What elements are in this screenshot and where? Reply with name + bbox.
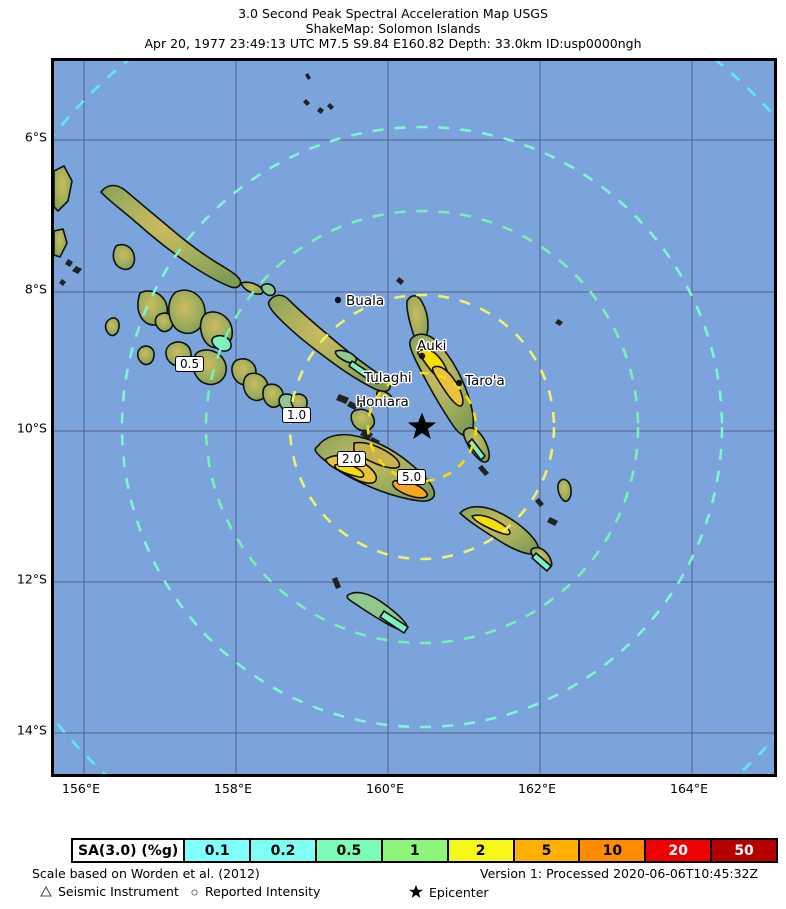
map-footer: Scale based on Worden et al. (2012) Vers…: [0, 866, 786, 902]
x-axis-tick-160e: 160°E: [365, 781, 405, 796]
city-dot-honiara: [358, 400, 366, 408]
legend-measure-label: SA(3.0) (%g): [73, 840, 186, 861]
city-dot-tulaghi: [373, 377, 381, 385]
legend-cell-0-5[interactable]: 0.5: [316, 840, 383, 861]
contour-0.5: [120, 125, 724, 729]
map-title-block: 3.0 Second Peak Spectral Acceleration Ma…: [0, 6, 786, 51]
legend-cell-1[interactable]: 1: [382, 840, 449, 861]
star-icon: [409, 884, 423, 898]
legend-cell-0-1[interactable]: 0.1: [185, 840, 252, 861]
key-seismic-instrument-label: Seismic Instrument: [58, 884, 179, 899]
y-axis-tick-8s: 8°S: [24, 281, 47, 297]
contour-1.0: [204, 209, 640, 645]
y-axis-tick-6s: 6°S: [24, 129, 47, 145]
contour-5.0: [366, 371, 478, 483]
x-axis-tick-162e: 162°E: [517, 781, 557, 796]
contour-2.0: [288, 293, 556, 561]
version-processed-text: Version 1: Processed 2020-06-06T10:45:32…: [480, 866, 759, 881]
contour-label-1-0: 1.0: [282, 407, 312, 423]
city-markers: [334, 296, 463, 408]
legend-cell-5[interactable]: 5: [514, 840, 581, 861]
y-axis-tick-10s: 10°S: [16, 420, 47, 436]
graticule-grid: [54, 61, 774, 774]
city-dot-auki: [418, 352, 426, 360]
title-line-2: ShakeMap: Solomon Islands: [305, 21, 481, 36]
contour-label-5-0: 5.0: [397, 469, 427, 485]
city-label-taroa: Taro'a: [465, 373, 505, 389]
city-label-tulaghi: Tulaghi: [364, 370, 412, 386]
y-axis-tick-14s: 14°S: [16, 722, 47, 738]
intensity-legend-bar[interactable]: SA(3.0) (%g) 0.1 0.2 0.5 1 2 5 10 20 50: [71, 838, 778, 863]
city-label-honiara: Honiara: [356, 394, 409, 410]
x-axis-tick-158e: 158°E: [213, 781, 253, 796]
legend-cell-20[interactable]: 20: [646, 840, 713, 861]
city-dot-taroa: [455, 379, 463, 387]
legend-cell-2[interactable]: 2: [448, 840, 515, 861]
shakemap-map-panel[interactable]: Buala Auki Tulaghi Taro'a Honiara 0.5 1.…: [51, 58, 777, 777]
legend-cell-0-2[interactable]: 0.2: [251, 840, 317, 861]
title-line-3: Apr 20, 1977 23:49:13 UTC M7.5 S9.84 E16…: [144, 36, 642, 51]
key-seismic-instrument: Seismic Instrument: [40, 884, 179, 899]
circle-icon: [191, 889, 198, 896]
key-reported-intensity-label: Reported Intensity: [205, 884, 321, 899]
city-label-buala: Buala: [346, 293, 385, 309]
legend-cell-10[interactable]: 10: [580, 840, 647, 861]
title-line-1: 3.0 Second Peak Spectral Acceleration Ma…: [238, 6, 548, 21]
key-epicenter: Epicenter: [408, 884, 489, 900]
contour-label-0-5: 0.5: [175, 356, 205, 372]
ocean-background: [54, 61, 774, 774]
land-masses: [54, 73, 572, 634]
key-reported-intensity: Reported Intensity: [190, 884, 320, 899]
x-axis-tick-156e: 156°E: [61, 781, 101, 796]
contour-label-2-0: 2.0: [337, 451, 367, 467]
key-epicenter-label: Epicenter: [429, 884, 489, 900]
map-canvas: [54, 61, 774, 774]
triangle-icon: [40, 886, 52, 897]
x-axis-tick-164e: 164°E: [669, 781, 709, 796]
shaking-contours: [54, 61, 774, 774]
city-dot-buala: [334, 296, 342, 304]
y-axis-tick-12s: 12°S: [16, 571, 47, 587]
city-label-auki: Auki: [417, 338, 447, 354]
epicenter-star-icon: [407, 412, 437, 440]
legend-cell-50[interactable]: 50: [712, 840, 776, 861]
scale-credit-text: Scale based on Worden et al. (2012): [32, 866, 260, 881]
